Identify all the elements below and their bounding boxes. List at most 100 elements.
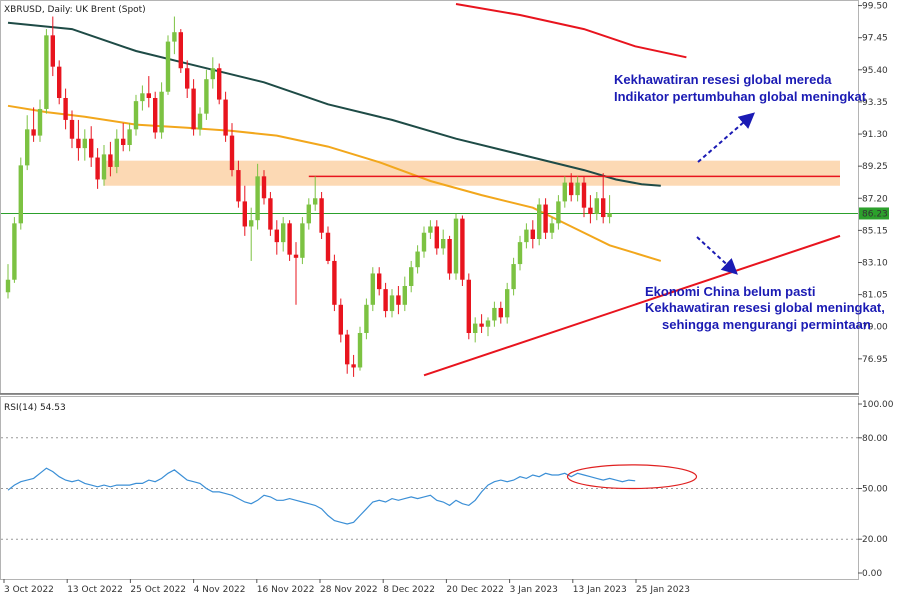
candle-body (204, 79, 209, 114)
candle-body (607, 213, 612, 218)
candle (159, 82, 164, 139)
moving-average-1 (455, 3, 687, 59)
candle (601, 173, 606, 224)
candle-body (140, 93, 145, 102)
candle (421, 226, 427, 258)
candle (447, 235, 452, 280)
candle-body (114, 138, 119, 167)
annotation-bottom-line-1: Ekonomi China belum pasti (645, 284, 815, 299)
candle-body (197, 113, 203, 130)
candle-body (255, 176, 260, 221)
rsi-highlight-ellipse (566, 464, 698, 490)
candle (524, 223, 529, 249)
rsi-header: RSI(14) 54.53 (4, 403, 66, 413)
candle (261, 170, 267, 205)
candle-body (441, 239, 446, 249)
price-tick-label: 81.05 (862, 291, 888, 301)
candle (153, 91, 158, 139)
date-tick-label: 4 Nov 2022 (194, 585, 246, 595)
candle-body (229, 135, 235, 171)
candle-body (421, 232, 427, 252)
candle (338, 298, 343, 343)
candle-body (159, 91, 164, 133)
rsi-tick-label: 0.00 (862, 569, 882, 579)
candle (127, 123, 132, 152)
candle (76, 119, 81, 161)
candle (89, 126, 94, 167)
candle (479, 314, 484, 333)
moving-average-2 (7, 21, 661, 187)
date-tick-label: 13 Oct 2022 (67, 585, 123, 595)
date-tick-label: 13 Jan 2023 (573, 585, 627, 595)
candle-body (165, 41, 171, 92)
candle-body (82, 138, 87, 149)
candle (121, 123, 126, 152)
candle (57, 60, 62, 105)
rsi-tick-label: 20.00 (862, 535, 888, 545)
candle-body (434, 226, 439, 249)
candle (485, 317, 491, 337)
price-tick-label: 93.35 (862, 98, 888, 108)
candle (505, 282, 510, 324)
arrow-up-right (697, 112, 756, 163)
candle-body (242, 201, 247, 227)
candle-body (383, 289, 388, 312)
candle-body (25, 129, 30, 166)
candle (569, 173, 574, 202)
candle-body (101, 154, 107, 180)
candle (31, 107, 36, 142)
candle-body (530, 229, 535, 239)
candle-body (357, 333, 363, 368)
candle (319, 192, 324, 239)
candle (460, 215, 465, 286)
candle (466, 273, 471, 340)
candle-body (364, 304, 369, 333)
candle (351, 354, 356, 377)
candle-body (146, 93, 151, 98)
candle-body (581, 182, 587, 208)
candle (549, 217, 555, 239)
candle (210, 57, 215, 89)
candle (146, 76, 151, 108)
candle (114, 129, 119, 174)
candle (511, 257, 516, 296)
candle-body (281, 223, 286, 243)
annotation-top: Kekhawatiran resesi global mereda Indika… (614, 72, 867, 104)
candle (25, 115, 30, 171)
candle (63, 88, 68, 130)
price-tick-label: 91.30 (862, 130, 888, 140)
candle-body (210, 68, 215, 80)
candle (473, 317, 478, 343)
candle (242, 185, 247, 236)
candle-body (287, 223, 292, 255)
candle (428, 220, 433, 239)
support-trendline (423, 234, 841, 377)
date-tick-label: 25 Jan 2023 (636, 585, 690, 595)
candle (581, 176, 587, 218)
candle (255, 163, 260, 230)
candle (415, 245, 420, 274)
candle (37, 99, 43, 142)
candle-body (473, 323, 478, 333)
candle-body (345, 334, 350, 365)
candle-body (479, 323, 484, 327)
candle-body (485, 320, 491, 327)
candle-body (396, 295, 401, 305)
candle-body (524, 229, 529, 243)
rsi-tick-label: 80.00 (862, 434, 888, 444)
candle-body (370, 273, 375, 305)
candle-body (332, 260, 337, 305)
candle-body (492, 307, 497, 321)
candle-body (319, 198, 324, 233)
candle (133, 94, 139, 136)
candle-body (338, 304, 343, 335)
candle-body (76, 138, 81, 149)
annotation-bottom: Ekonomi China belum pasti Kekhawatiran r… (645, 284, 885, 332)
price-tick-label: 79.00 (862, 323, 888, 333)
candle-body (517, 242, 523, 265)
candle (229, 123, 235, 177)
candle-body (306, 204, 311, 224)
candle (185, 60, 190, 98)
price-tick-label: 99.50 (862, 2, 888, 12)
candle (95, 148, 100, 189)
